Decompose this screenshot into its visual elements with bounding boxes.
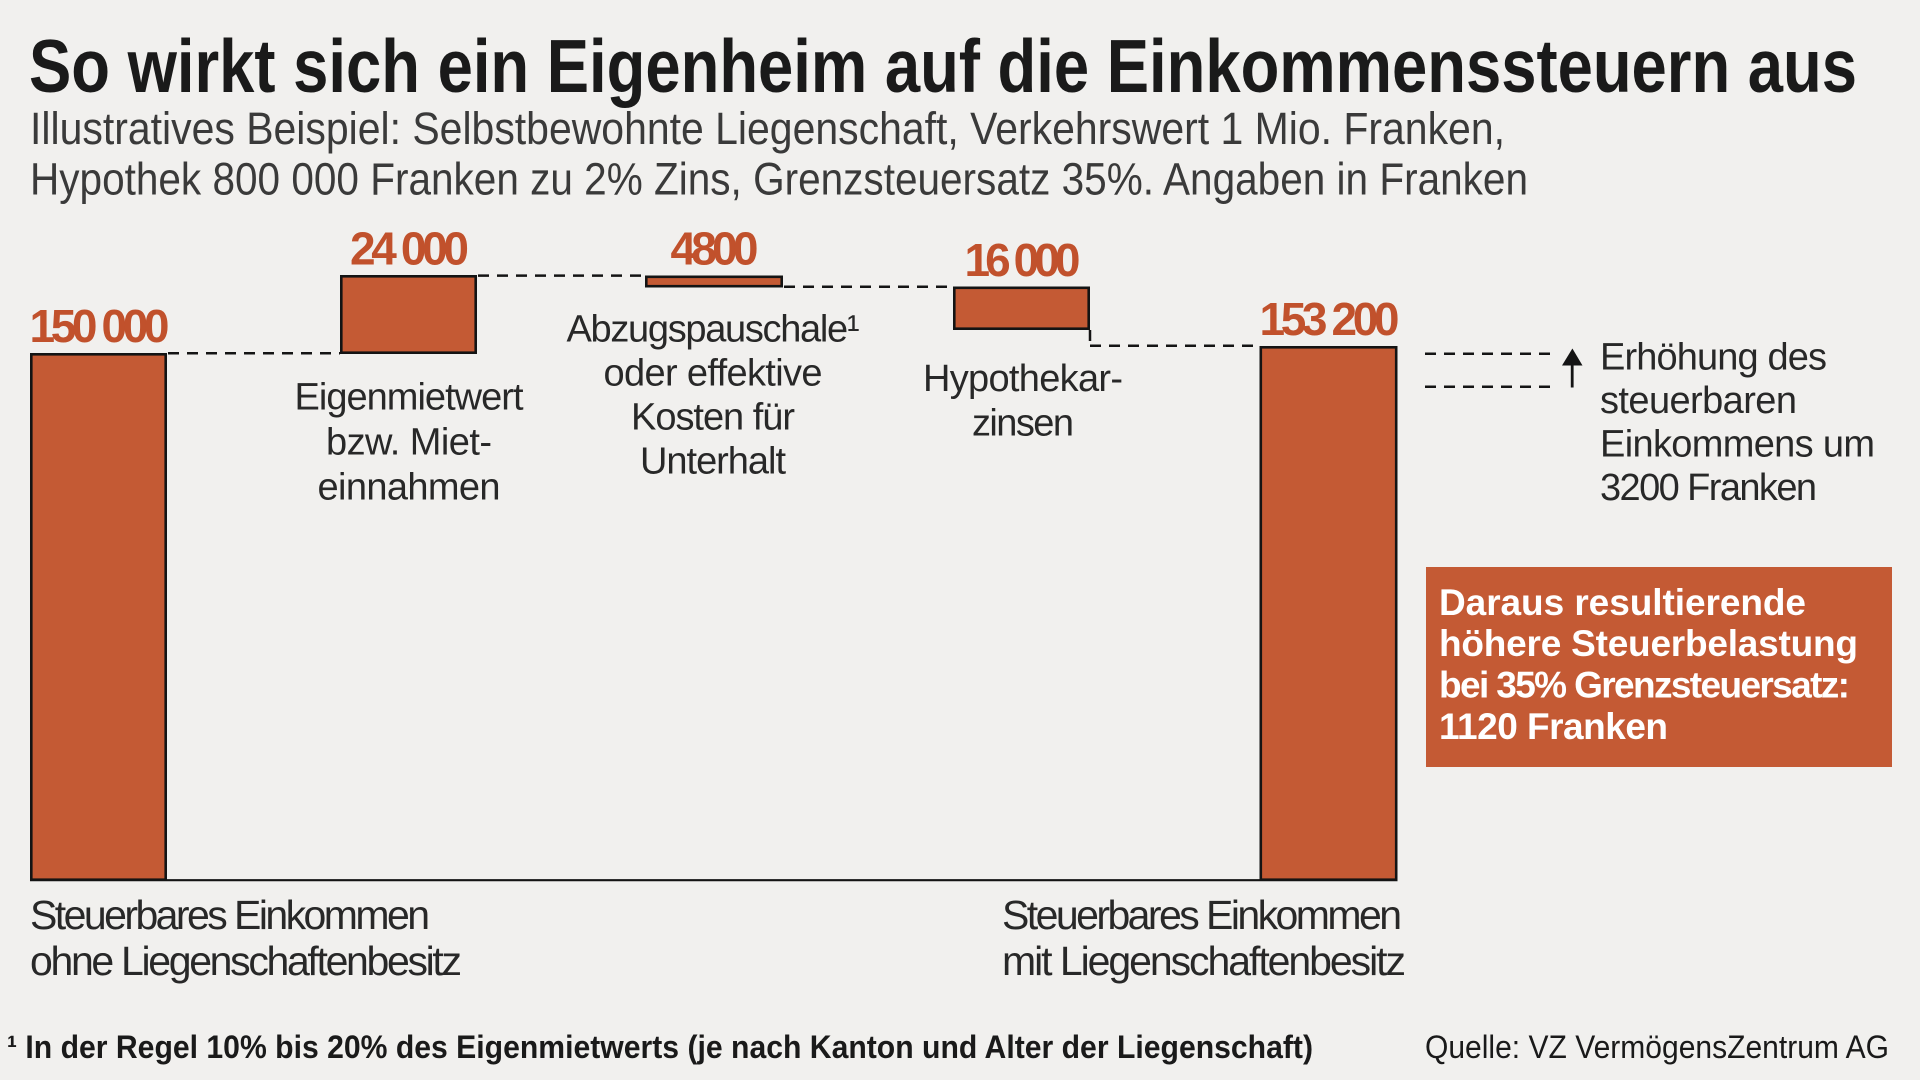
svg-text:Abzugspauschale¹: Abzugspauschale¹ (567, 309, 860, 351)
svg-text:¹ In der Regel 10% bis 20% des: ¹ In der Regel 10% bis 20% des Eigenmiet… (7, 1029, 1313, 1065)
svg-text:Hypothek 800 000 Franken zu 2%: Hypothek 800 000 Franken zu 2% Zins, Gre… (30, 154, 1528, 205)
svg-text:mit Liegenschaftenbesitz: mit Liegenschaftenbesitz (1002, 938, 1406, 984)
svg-text:1120 Franken: 1120 Franken (1439, 706, 1668, 747)
svg-text:oder effektive: oder effektive (604, 353, 823, 395)
svg-text:Einkommens um: Einkommens um (1600, 423, 1875, 465)
svg-text:3200 Franken: 3200 Franken (1600, 467, 1817, 509)
svg-text:Steuerbares Einkommen: Steuerbares Einkommen (30, 892, 430, 938)
svg-text:Quelle: VZ VermögensZentrum AG: Quelle: VZ VermögensZentrum AG (1425, 1029, 1889, 1065)
svg-text:16 000: 16 000 (965, 234, 1081, 286)
svg-text:Daraus resultierende: Daraus resultierende (1439, 582, 1806, 623)
svg-text:ohne Liegenschaftenbesitz: ohne Liegenschaftenbesitz (30, 938, 462, 984)
svg-text:einnahmen: einnahmen (318, 467, 501, 509)
svg-text:bei 35% Grenzsteuersatz:: bei 35% Grenzsteuersatz: (1439, 665, 1850, 706)
svg-text:Unterhalt: Unterhalt (640, 441, 786, 483)
svg-text:zinsen: zinsen (972, 402, 1074, 444)
svg-text:150 000: 150 000 (30, 300, 170, 352)
svg-text:153 200: 153 200 (1260, 293, 1400, 345)
svg-text:Eigenmietwert: Eigenmietwert (295, 377, 524, 419)
svg-text:Kosten für: Kosten für (631, 397, 795, 439)
svg-text:Steuerbares Einkommen: Steuerbares Einkommen (1002, 892, 1402, 938)
svg-text:bzw. Miet-: bzw. Miet- (326, 422, 492, 464)
svg-text:So wirkt sich ein Eigenheim au: So wirkt sich ein Eigenheim auf die Eink… (29, 24, 1857, 108)
svg-text:4800: 4800 (671, 223, 759, 275)
svg-text:höhere Steuerbelastung: höhere Steuerbelastung (1439, 623, 1858, 664)
svg-text:24 000: 24 000 (350, 223, 469, 275)
svg-text:Erhöhung des: Erhöhung des (1600, 337, 1827, 379)
svg-text:Hypothekar-: Hypothekar- (923, 358, 1123, 400)
svg-text:steuerbaren: steuerbaren (1600, 380, 1797, 422)
svg-text:Illustratives Beispiel: Selbst: Illustratives Beispiel: Selbstbewohnte L… (30, 103, 1505, 154)
